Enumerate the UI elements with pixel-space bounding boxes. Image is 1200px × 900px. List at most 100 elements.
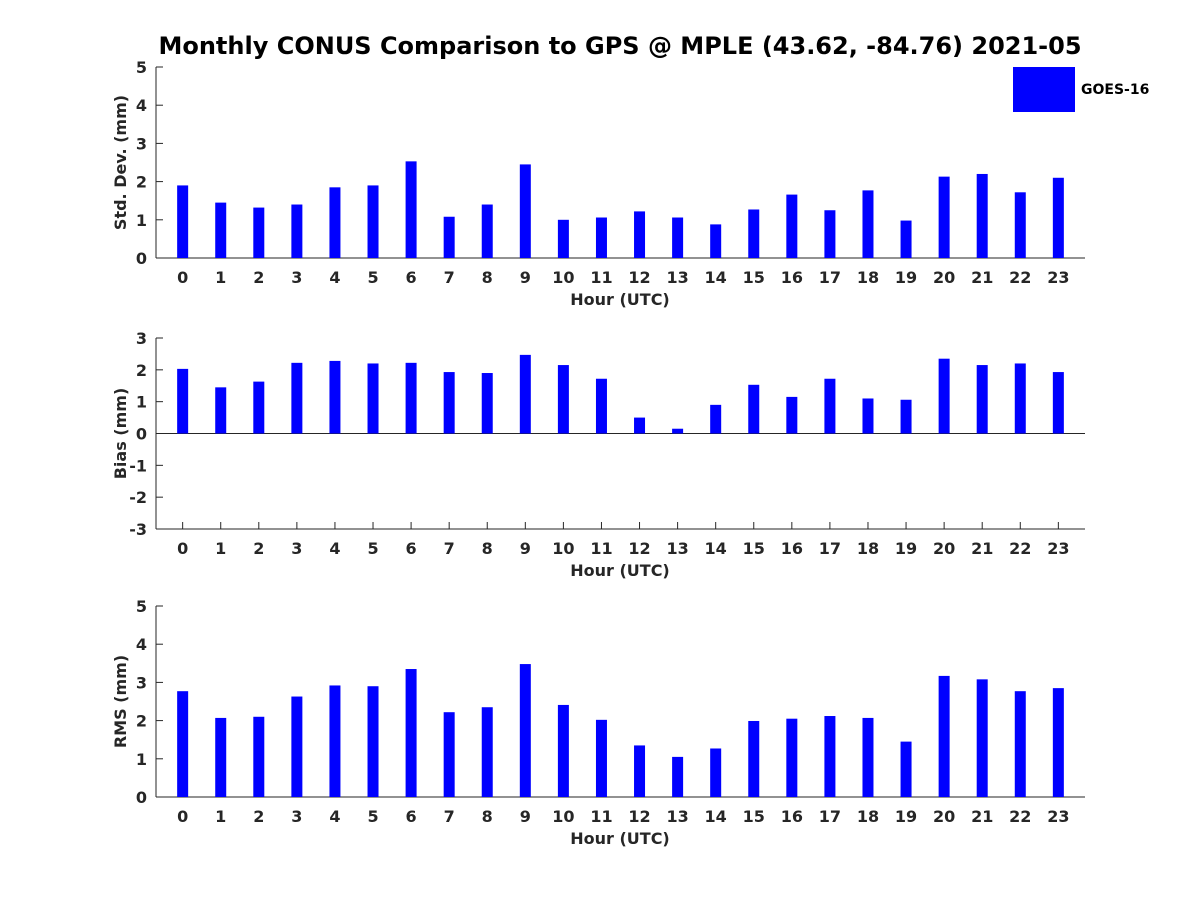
y-axis-label: Bias (mm) — [111, 388, 130, 480]
x-tick-label: 11 — [590, 807, 612, 826]
x-tick-label: 14 — [705, 807, 727, 826]
bar-std-dev-hour-1 — [215, 202, 227, 258]
legend: GOES-16 — [1013, 67, 1149, 112]
bar-std-dev-hour-14 — [710, 224, 722, 258]
bar-std-dev-hour-23 — [1052, 177, 1064, 258]
bar-std-dev-hour-8 — [481, 204, 493, 258]
bar-std-dev-hour-17 — [824, 210, 836, 258]
x-tick-label: 17 — [819, 268, 841, 287]
y-tick-label: 3 — [136, 329, 147, 348]
x-tick-label: 1 — [215, 268, 226, 287]
y-tick-label: -3 — [129, 520, 147, 539]
y-tick-label: -1 — [129, 456, 147, 475]
x-tick-label: 12 — [628, 268, 650, 287]
x-tick-label: 7 — [444, 268, 455, 287]
bar-bias-hour-20 — [938, 358, 950, 434]
y-tick-label: -2 — [129, 488, 147, 507]
bar-bias-hour-12 — [634, 417, 646, 434]
x-tick-label: 6 — [406, 268, 417, 287]
x-tick-label: 7 — [444, 807, 455, 826]
bar-std-dev-hour-13 — [672, 217, 684, 258]
x-tick-label: 2 — [253, 807, 264, 826]
x-tick-label: 20 — [933, 807, 955, 826]
chart-title: Monthly CONUS Comparison to GPS @ MPLE (… — [158, 32, 1081, 60]
x-tick-label: 13 — [666, 268, 688, 287]
x-tick-label: 12 — [628, 807, 650, 826]
x-tick-label: 16 — [781, 807, 803, 826]
x-tick-label: 13 — [666, 807, 688, 826]
bar-rms-hour-9 — [519, 664, 531, 797]
bar-std-dev-hour-7 — [443, 216, 455, 258]
x-tick-label: 14 — [705, 539, 727, 558]
y-tick-label: 0 — [136, 788, 147, 807]
legend-swatch — [1013, 67, 1075, 112]
x-tick-label: 0 — [177, 807, 188, 826]
bar-bias-hour-7 — [443, 372, 455, 434]
bar-std-dev-hour-22 — [1014, 192, 1026, 258]
x-tick-label: 16 — [781, 268, 803, 287]
bar-bias-hour-4 — [329, 360, 341, 434]
y-tick-label: 1 — [136, 393, 147, 412]
bar-std-dev-hour-4 — [329, 187, 341, 258]
x-tick-label: 15 — [743, 539, 765, 558]
bar-bias-hour-14 — [710, 404, 722, 434]
x-tick-label: 22 — [1009, 268, 1031, 287]
x-axis-label: Hour (UTC) — [570, 829, 670, 848]
bar-std-dev-hour-9 — [519, 164, 531, 258]
x-tick-label: 5 — [367, 539, 378, 558]
x-tick-label: 23 — [1047, 807, 1069, 826]
bar-bias-hour-15 — [748, 384, 760, 434]
bar-bias-hour-16 — [786, 396, 798, 434]
bar-rms-hour-5 — [367, 686, 379, 797]
y-axis-label: Std. Dev. (mm) — [111, 95, 130, 230]
bar-std-dev-hour-12 — [634, 211, 646, 258]
x-tick-label: 10 — [552, 268, 574, 287]
x-axis-label: Hour (UTC) — [570, 561, 670, 580]
bar-rms-hour-3 — [291, 696, 303, 797]
x-tick-label: 8 — [482, 268, 493, 287]
bar-rms-hour-14 — [710, 748, 722, 797]
y-tick-label: 3 — [136, 673, 147, 692]
x-tick-label: 5 — [367, 807, 378, 826]
bar-bias-hour-8 — [481, 373, 493, 434]
x-tick-label: 20 — [933, 539, 955, 558]
bar-std-dev-hour-2 — [253, 207, 265, 258]
bar-rms-hour-16 — [786, 718, 798, 797]
y-tick-label: 4 — [136, 635, 147, 654]
x-tick-label: 15 — [743, 807, 765, 826]
x-tick-label: 4 — [329, 539, 340, 558]
x-tick-label: 18 — [857, 807, 879, 826]
x-tick-label: 19 — [895, 807, 917, 826]
bar-rms-hour-4 — [329, 685, 341, 797]
bar-rms-hour-17 — [824, 716, 836, 797]
x-tick-label: 19 — [895, 539, 917, 558]
x-tick-label: 10 — [552, 539, 574, 558]
bar-std-dev-hour-0 — [177, 185, 189, 258]
y-tick-label: 5 — [136, 597, 147, 616]
x-tick-label: 6 — [406, 539, 417, 558]
x-axis-label: Hour (UTC) — [570, 290, 670, 309]
bar-rms-hour-10 — [557, 704, 569, 797]
bar-bias-hour-9 — [519, 354, 531, 434]
x-tick-label: 11 — [590, 539, 612, 558]
bar-std-dev-hour-18 — [862, 190, 874, 258]
bar-bias-hour-3 — [291, 362, 303, 434]
bar-bias-hour-10 — [557, 365, 569, 434]
bar-bias-hour-23 — [1052, 372, 1064, 434]
bar-std-dev-hour-3 — [291, 204, 303, 258]
x-tick-label: 17 — [819, 807, 841, 826]
x-tick-label: 10 — [552, 807, 574, 826]
bar-rms-hour-1 — [215, 717, 227, 797]
bar-std-dev-hour-15 — [748, 209, 760, 258]
y-axis-label: RMS (mm) — [111, 655, 130, 748]
y-tick-label: 1 — [136, 750, 147, 769]
bar-bias-hour-2 — [253, 381, 265, 434]
x-tick-label: 17 — [819, 539, 841, 558]
y-tick-label: 1 — [136, 211, 147, 230]
legend-label: GOES-16 — [1081, 82, 1149, 98]
bar-std-dev-hour-6 — [405, 161, 417, 258]
x-tick-label: 11 — [590, 268, 612, 287]
x-tick-label: 4 — [329, 268, 340, 287]
